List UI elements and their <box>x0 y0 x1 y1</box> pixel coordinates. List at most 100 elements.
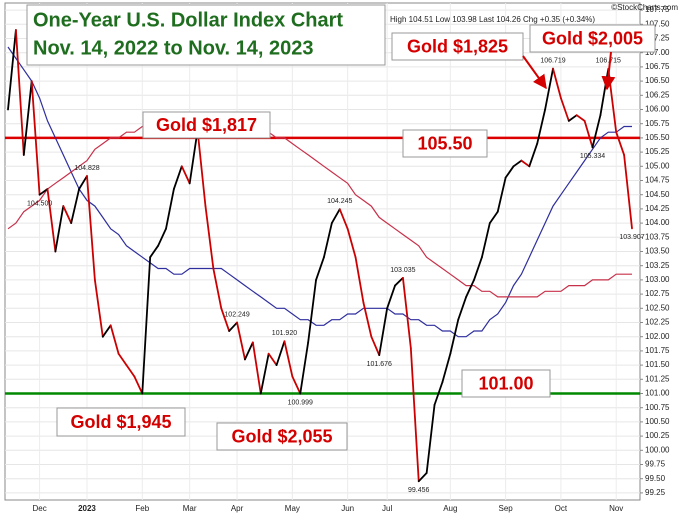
value-label: 104.828 <box>74 165 99 172</box>
price-segment <box>591 114 602 149</box>
y-tick-label: 100.75 <box>645 403 670 412</box>
price-segment <box>291 375 302 395</box>
price-segment <box>552 67 562 100</box>
chart-title: One-Year U.S. Dollar Index Chart <box>33 9 343 31</box>
price-segment <box>30 80 41 196</box>
y-tick-label: 101.25 <box>645 374 670 383</box>
price-segment <box>409 347 420 483</box>
moving-average-line <box>7 117 632 298</box>
y-tick-label: 101.00 <box>645 389 670 398</box>
y-tick-label: 106.25 <box>645 90 670 99</box>
annotation: Gold $1,945 <box>70 412 171 432</box>
annotation: Gold $2,005 <box>542 28 643 48</box>
price-segment <box>496 176 507 213</box>
y-tick-label: 106.50 <box>645 76 670 85</box>
y-tick-label: 101.75 <box>645 346 670 355</box>
reference-label-box <box>461 369 551 398</box>
x-tick-label: Nov <box>609 504 623 513</box>
y-tick-label: 102.75 <box>645 289 670 298</box>
price-segment <box>315 256 325 281</box>
price-segment <box>370 335 381 357</box>
x-tick-label: May <box>285 504 300 513</box>
y-tick-label: 103.25 <box>645 261 670 270</box>
annotation-box <box>391 32 524 61</box>
price-segment <box>362 301 373 338</box>
value-label: 103.907 <box>619 234 644 241</box>
price-segment <box>520 159 531 168</box>
price-segment <box>473 256 483 281</box>
x-tick-label: Jul <box>382 504 392 513</box>
price-segment <box>283 340 294 378</box>
y-tick-label: 99.75 <box>645 460 666 469</box>
price-segment <box>70 188 80 225</box>
annotation: Gold $1,825 <box>407 36 508 56</box>
price-segment <box>228 321 238 332</box>
y-tick-label: 100.25 <box>645 431 670 440</box>
price-segment <box>267 352 278 367</box>
value-label: 99.456 <box>408 487 430 494</box>
price-segment <box>7 29 17 111</box>
price-segment <box>338 208 349 230</box>
value-label: 101.676 <box>367 361 392 368</box>
price-segment <box>623 154 633 230</box>
price-segment <box>441 352 452 384</box>
reference-label: 105.50 <box>417 133 472 153</box>
price-segment <box>62 205 73 225</box>
x-tick-label: Feb <box>135 504 149 513</box>
y-tick-label: 107.25 <box>645 34 670 43</box>
y-tick-label: 107.00 <box>645 48 670 57</box>
y-tick-label: 102.25 <box>645 318 670 327</box>
value-label: 100.999 <box>288 399 313 406</box>
price-segment <box>78 175 88 190</box>
quote-header: High 104.51 Low 103.98 Last 104.26 Chg +… <box>390 15 595 24</box>
y-tick-label: 102.00 <box>645 332 670 341</box>
price-segment <box>417 472 428 483</box>
price-segment <box>212 267 223 310</box>
y-tick-label: 103.00 <box>645 275 670 284</box>
y-tick-label: 100.50 <box>645 417 670 426</box>
reference-label: 101.00 <box>478 373 533 393</box>
price-segment <box>378 307 389 357</box>
value-label: 105.334 <box>580 153 605 160</box>
y-tick-label: 103.75 <box>645 232 670 241</box>
price-segment <box>615 131 626 156</box>
price-segment <box>93 278 104 338</box>
price-segment <box>488 210 499 225</box>
price-segment <box>346 227 357 259</box>
price-segment <box>567 114 578 122</box>
y-tick-label: 107.50 <box>645 19 670 28</box>
price-segment <box>323 222 333 259</box>
x-tick-label: Mar <box>183 504 197 513</box>
y-tick-label: 104.25 <box>645 204 670 213</box>
price-segment <box>299 341 310 395</box>
value-label: 103.035 <box>390 267 415 274</box>
price-segment <box>54 205 65 253</box>
price-segment <box>386 284 396 310</box>
price-segment <box>117 352 128 367</box>
annotation: Gold $2,055 <box>231 426 332 446</box>
price-segment <box>244 341 254 361</box>
y-tick-label: 105.50 <box>645 133 670 142</box>
price-segment <box>38 188 49 196</box>
y-tick-label: 102.50 <box>645 303 670 312</box>
value-label: 102.249 <box>224 311 249 318</box>
x-tick-label: Apr <box>231 504 244 513</box>
price-segment <box>481 222 491 259</box>
price-segment <box>544 67 554 111</box>
title-box <box>26 4 386 66</box>
y-tick-label: 106.00 <box>645 105 670 114</box>
price-segment <box>394 277 404 287</box>
price-segment <box>528 142 539 168</box>
price-segment <box>220 307 231 332</box>
price-segment <box>180 165 191 185</box>
price-segment <box>251 341 262 395</box>
y-tick-label: 104.00 <box>645 218 670 227</box>
price-segment <box>133 375 144 395</box>
price-segment <box>402 277 412 349</box>
reference-label-box <box>402 129 488 158</box>
price-segment <box>536 108 547 145</box>
y-tick-label: 105.00 <box>645 161 670 170</box>
x-tick-label: Sep <box>499 504 514 513</box>
